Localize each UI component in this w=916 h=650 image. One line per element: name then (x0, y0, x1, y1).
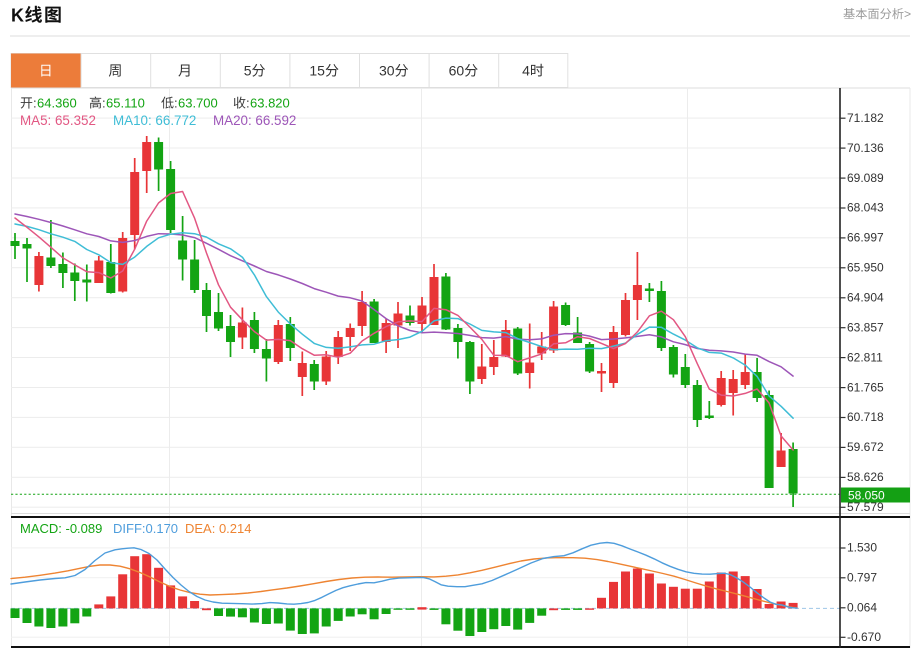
svg-text:5: 5 (244, 63, 252, 79)
svg-text:58.050: 58.050 (848, 489, 885, 503)
svg-text:62.811: 62.811 (847, 350, 883, 364)
svg-text::: : (102, 96, 106, 111)
svg-text:71.182: 71.182 (847, 111, 884, 125)
svg-text:4: 4 (522, 63, 530, 79)
svg-text:58.626: 58.626 (847, 470, 884, 484)
svg-text:30: 30 (379, 63, 395, 79)
svg-text:70.136: 70.136 (847, 141, 884, 155)
svg-text:61.765: 61.765 (847, 380, 884, 394)
svg-text:57.579: 57.579 (847, 500, 884, 514)
svg-text:68.043: 68.043 (847, 201, 884, 215)
svg-text:0.064: 0.064 (847, 601, 877, 615)
svg-text:K: K (11, 6, 24, 26)
svg-text:-0.670: -0.670 (847, 630, 881, 644)
svg-text:0.797: 0.797 (847, 571, 877, 585)
svg-text:66.997: 66.997 (847, 231, 884, 245)
svg-text:MACD: -0.089: MACD: -0.089 (20, 521, 102, 536)
svg-text:15: 15 (309, 63, 325, 79)
svg-text:60.718: 60.718 (847, 410, 884, 424)
svg-text:DIFF:0.170: DIFF:0.170 (113, 521, 178, 536)
svg-text:DEA: 0.214: DEA: 0.214 (185, 521, 252, 536)
svg-text:60: 60 (449, 63, 465, 79)
svg-text:63.700: 63.700 (178, 96, 218, 111)
svg-text:MA5: 65.352: MA5: 65.352 (20, 113, 96, 128)
svg-text:>: > (904, 7, 911, 21)
svg-text:63.820: 63.820 (250, 96, 290, 111)
svg-text:1.530: 1.530 (847, 541, 877, 555)
svg-text:63.857: 63.857 (847, 320, 884, 334)
svg-text:59.672: 59.672 (847, 440, 884, 454)
svg-text:64.904: 64.904 (847, 291, 884, 305)
svg-text:65.950: 65.950 (847, 261, 884, 275)
svg-text::: : (174, 96, 178, 111)
svg-text::: : (246, 96, 250, 111)
svg-text:MA20: 66.592: MA20: 66.592 (213, 113, 296, 128)
svg-text:65.110: 65.110 (106, 96, 145, 111)
svg-text:64.360: 64.360 (37, 96, 77, 111)
svg-text:69.089: 69.089 (847, 171, 884, 185)
svg-text::: : (33, 96, 37, 111)
svg-text:MA10: 66.772: MA10: 66.772 (113, 113, 196, 128)
